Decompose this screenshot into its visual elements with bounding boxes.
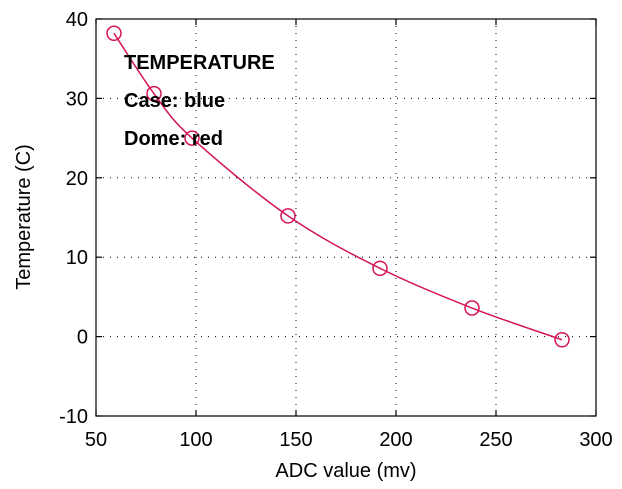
y-tick-label: -10 [59,406,88,428]
annotation-text: TEMPERATURE [124,52,275,74]
series-line [113,32,563,341]
annotation-text: Case: blue [124,90,225,112]
y-tick-label: 30 [66,88,88,110]
data-point-marker [280,208,296,224]
data-point-marker [554,332,570,348]
x-tick-label: 250 [479,429,512,451]
data-point-marker [464,300,480,316]
annotations: TEMPERATURE Case: blue Dome: red [124,52,275,150]
y-tick-labels: -10 0 10 20 30 40 [59,9,88,428]
data-point-marker [106,25,122,42]
plot-area-frame [95,18,597,417]
x-tick-label: 150 [279,429,312,451]
axis-ticks [95,18,597,417]
y-tick-label: 0 [77,327,88,349]
y-tick-label: 40 [66,9,88,31]
data-point-marker [146,85,162,102]
data-point-marker [184,130,200,146]
x-tick-label: 50 [85,429,107,451]
y-tick-label: 20 [66,168,88,190]
x-tick-label: 200 [379,429,412,451]
y-axis-label: Temperature (C) [13,144,35,290]
x-tick-label: 300 [579,429,612,451]
grid-lines [96,19,596,416]
x-tick-label: 100 [179,429,212,451]
annotation-text: Dome: red [124,128,223,150]
x-tick-labels: 50 100 150 200 250 300 [85,429,613,451]
series-group [106,25,570,348]
x-axis-label: ADC value (mv) [275,460,416,482]
data-point-marker [372,260,388,277]
y-tick-label: 10 [66,247,88,269]
